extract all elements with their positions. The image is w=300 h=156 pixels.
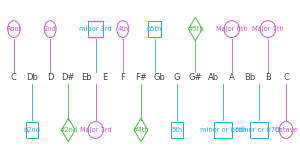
Text: G#: G# (189, 73, 202, 83)
Text: D#: D# (61, 73, 75, 83)
Text: b5th: b5th (147, 26, 162, 32)
Text: F#: F# (135, 73, 147, 83)
Text: minor or b6th: minor or b6th (200, 127, 246, 133)
Text: C: C (11, 73, 17, 83)
Text: Root: Root (6, 26, 22, 32)
Text: D: D (47, 73, 53, 83)
Text: Major 6th: Major 6th (216, 26, 247, 32)
Text: C: C (283, 73, 289, 83)
Text: Bb: Bb (244, 73, 255, 83)
Text: Major 7th: Major 7th (252, 26, 284, 32)
Text: #4th: #4th (133, 127, 149, 133)
Text: F: F (120, 73, 125, 83)
Text: A: A (229, 73, 235, 83)
Text: #5th: #5th (187, 26, 204, 32)
Text: Octave: Octave (274, 127, 298, 133)
Text: Gb: Gb (153, 73, 165, 83)
Text: 4th: 4th (117, 26, 128, 32)
Text: G: G (174, 73, 181, 83)
Text: 5th: 5th (172, 127, 183, 133)
Text: E: E (102, 73, 107, 83)
Text: minor 3rd: minor 3rd (79, 26, 112, 32)
Text: #2nd: #2nd (59, 127, 77, 133)
Text: B: B (265, 73, 271, 83)
Text: Major 3rd: Major 3rd (80, 127, 111, 133)
Text: minor or b7th: minor or b7th (236, 127, 282, 133)
Text: Db: Db (26, 73, 38, 83)
Text: 2nd: 2nd (44, 26, 57, 32)
Text: b2nd: b2nd (23, 127, 40, 133)
Text: Eb: Eb (81, 73, 92, 83)
Text: Ab: Ab (208, 73, 219, 83)
